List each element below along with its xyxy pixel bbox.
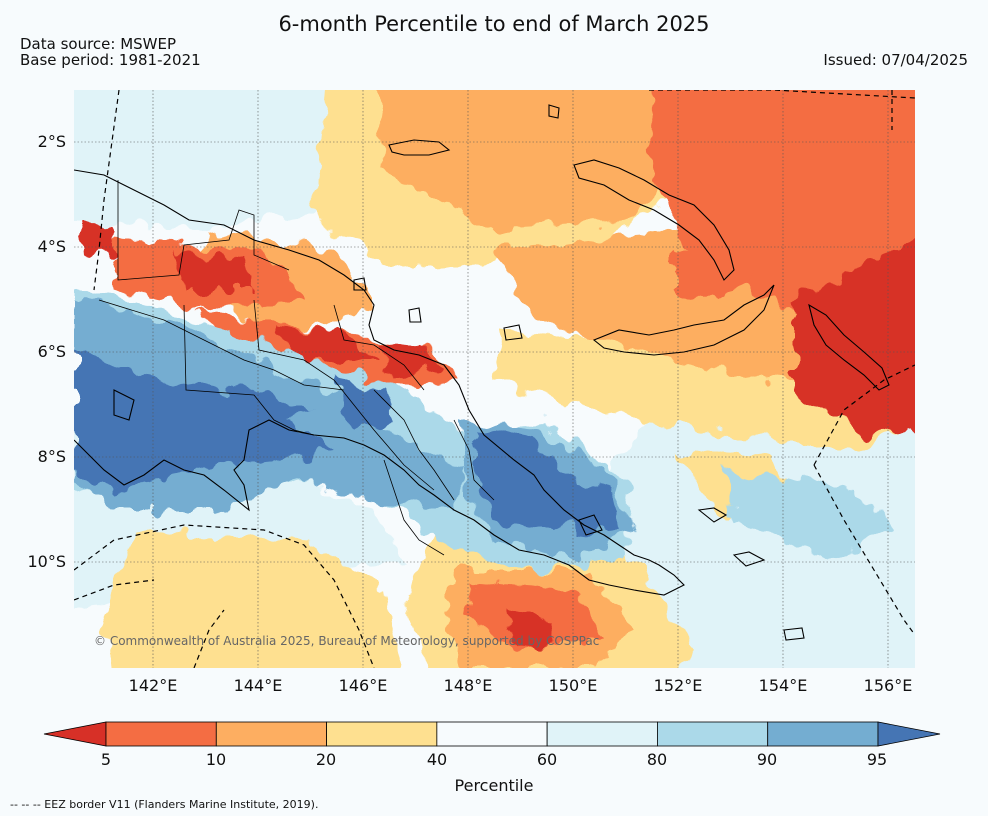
- lon-label-156e: 156°E: [863, 676, 913, 695]
- coastlines: [74, 104, 890, 641]
- lat-label-4s: 4°S: [37, 237, 66, 256]
- lat-label-8s: 8°S: [37, 447, 66, 466]
- data-source-text: Data source: MSWEP: [20, 35, 177, 53]
- percentile-shading: [74, 90, 915, 668]
- colorbar-segment-5: [546, 721, 658, 747]
- lon-label-146e: 146°E: [338, 676, 388, 695]
- boundaries: [98, 180, 495, 556]
- base-period-text: Base period: 1981-2021: [20, 51, 201, 69]
- colorbar-tick-95: 95: [866, 750, 888, 769]
- lat-label-6s: 6°S: [37, 342, 66, 361]
- colorbar-tick-20: 20: [315, 750, 337, 769]
- colorbar-tick-80: 80: [646, 750, 668, 769]
- lon-label-150e: 150°E: [548, 676, 598, 695]
- lon-label-144e: 144°E: [233, 676, 283, 695]
- colorbar-tick-90: 90: [756, 750, 778, 769]
- lon-label-154e: 154°E: [758, 676, 808, 695]
- map-title: 6-month Percentile to end of March 2025: [278, 12, 710, 36]
- lon-label-142e: 142°E: [128, 676, 178, 695]
- eez-borders: [74, 90, 915, 668]
- colorbar-extend-high: [877, 721, 941, 747]
- eez-footnote: -- -- -- EEZ border V11 (Flanders Marine…: [10, 798, 319, 811]
- graticule: [74, 90, 915, 668]
- issued-date-text: Issued: 07/04/2025: [823, 51, 968, 69]
- colorbar-extend-low: [43, 721, 107, 747]
- colorbar-segment-2: [215, 721, 327, 747]
- colorbar: [43, 721, 941, 747]
- colorbar-segment-1: [105, 721, 217, 747]
- colorbar-tick-40: 40: [426, 750, 448, 769]
- colorbar-tick-5: 5: [100, 750, 112, 769]
- lat-label-2s: 2°S: [37, 132, 66, 151]
- colorbar-segment-3: [326, 721, 438, 747]
- colorbar-tick-10: 10: [205, 750, 227, 769]
- lon-label-152e: 152°E: [653, 676, 703, 695]
- lat-label-10s: 10°S: [27, 552, 66, 571]
- colorbar-segment-7: [767, 721, 879, 747]
- colorbar-label: Percentile: [454, 776, 534, 795]
- percentile-map: [74, 90, 915, 668]
- colorbar-segment-4: [436, 721, 548, 747]
- lon-label-148e: 148°E: [443, 676, 493, 695]
- colorbar-tick-60: 60: [536, 750, 558, 769]
- copyright-notice: © Commonwealth of Australia 2025, Bureau…: [94, 634, 600, 648]
- colorbar-segment-6: [657, 721, 769, 747]
